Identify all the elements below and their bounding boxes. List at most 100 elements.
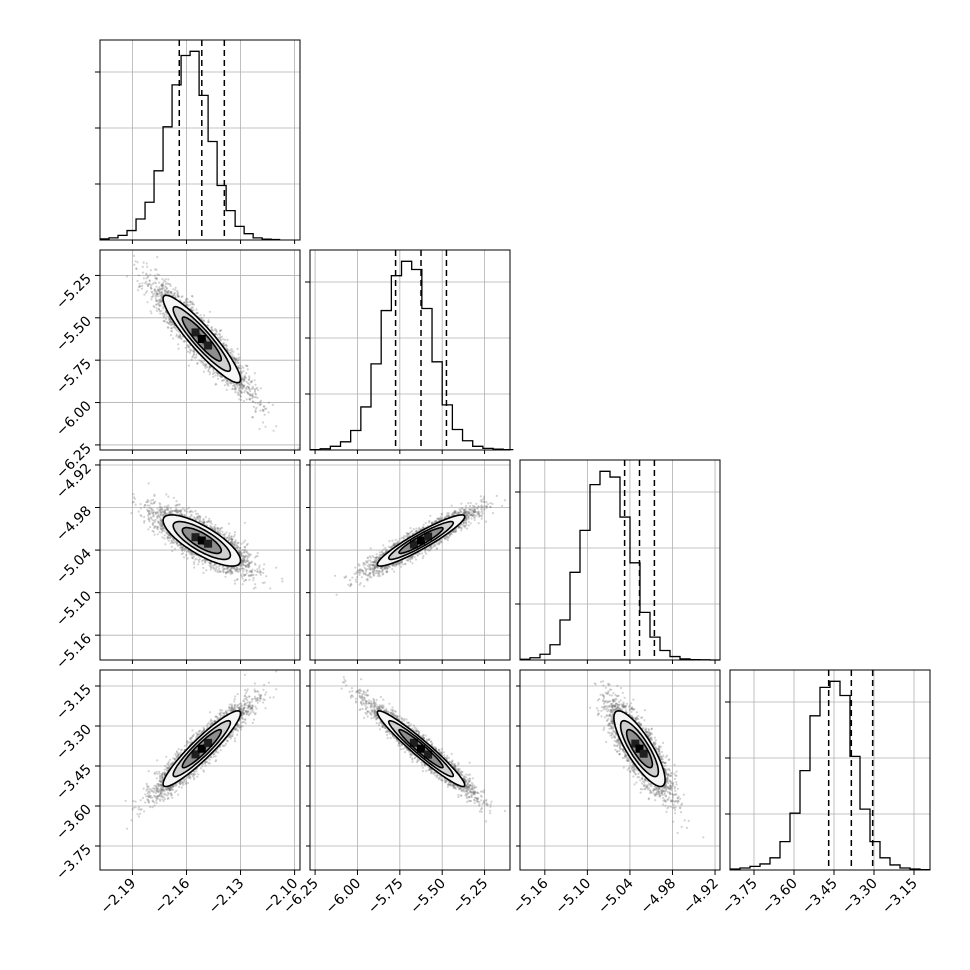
scatter-point: [237, 549, 240, 552]
scatter-point: [250, 387, 253, 390]
scatter-point: [204, 366, 207, 370]
scatter-point: [365, 570, 368, 573]
scatter-point: [371, 567, 374, 571]
scatter-point: [232, 350, 235, 353]
scatter-point: [179, 781, 182, 784]
scatter-point: [170, 290, 173, 293]
scatter-point: [214, 332, 217, 336]
scatter-point: [258, 400, 261, 403]
scatter-point: [157, 795, 160, 798]
scatter-point: [169, 786, 172, 789]
scatter-point: [247, 378, 250, 381]
scatter-point: [212, 375, 215, 378]
scatter-point: [182, 548, 185, 551]
scatter-point: [203, 521, 206, 524]
scatter-point: [229, 566, 232, 569]
scatter-point: [215, 750, 218, 754]
scatter-point: [251, 400, 254, 403]
scatter-point: [179, 544, 182, 547]
scatter-point: [236, 733, 239, 736]
scatter-point: [421, 766, 424, 769]
scatter-point: [465, 517, 468, 520]
scatter-point: [227, 539, 231, 542]
scatter-point: [464, 507, 468, 510]
scatter-point: [366, 700, 369, 703]
scatter-point: [463, 790, 466, 793]
scatter-point: [212, 564, 215, 567]
scatter-point: [131, 808, 134, 811]
scatter-point: [153, 804, 156, 807]
scatter-point: [210, 329, 213, 332]
scatter-point: [154, 511, 158, 514]
scatter-point: [467, 511, 470, 514]
scatter-point: [256, 396, 259, 399]
scatter-point: [429, 767, 432, 770]
scatter-point: [483, 789, 486, 792]
scatter-point: [152, 498, 155, 501]
scatter-point: [230, 540, 233, 543]
scatter-point: [463, 508, 466, 511]
scatter-point: [456, 511, 459, 514]
scatter-point: [397, 563, 400, 566]
scatter-point: [395, 739, 398, 742]
scatter-point: [377, 572, 380, 575]
density-core-cell: [409, 738, 418, 747]
scatter-point: [158, 783, 161, 787]
scatter-point: [181, 548, 184, 551]
scatter-point: [160, 774, 164, 777]
scatter-point: [247, 385, 250, 388]
scatter-point: [168, 320, 172, 323]
scatter-point: [458, 526, 461, 529]
scatter-point: [470, 794, 473, 797]
scatter-point: [446, 754, 449, 758]
scatter-point: [145, 795, 148, 798]
scatter-point: [170, 545, 173, 548]
scatter-point: [193, 516, 196, 519]
scatter-point: [447, 515, 450, 518]
scatter-point: [408, 724, 411, 727]
scatter-point: [251, 568, 254, 571]
scatter-point: [256, 570, 259, 573]
scatter-point: [258, 427, 261, 431]
scatter-point: [177, 544, 180, 547]
scatter-point: [241, 567, 244, 570]
scatter-point: [158, 523, 162, 527]
scatter-point: [384, 567, 387, 570]
scatter-point: [384, 709, 388, 713]
scatter-point: [205, 363, 208, 366]
scatter-point: [258, 696, 261, 700]
scatter-point: [467, 507, 470, 510]
scatter-point: [370, 709, 373, 712]
scatter-point: [409, 753, 412, 756]
scatter-point: [228, 349, 231, 352]
scatter-point: [470, 787, 473, 790]
scatter-point: [248, 561, 251, 564]
scatter-point: [385, 707, 388, 711]
scatter-point: [447, 536, 450, 539]
scatter-point: [418, 730, 421, 733]
scatter-point: [472, 791, 475, 794]
scatter-point: [244, 389, 247, 392]
scatter-point: [189, 307, 192, 310]
scatter-point: [239, 385, 242, 389]
scatter-point: [227, 569, 230, 572]
panel-frame: [309, 249, 511, 451]
scatter-point: [240, 386, 243, 389]
scatter-point: [476, 791, 479, 794]
scatter-point: [180, 547, 183, 550]
scatter-point: [152, 293, 155, 296]
scatter-point: [160, 525, 164, 528]
scatter-point: [207, 320, 210, 324]
scatter-point: [158, 288, 161, 291]
scatter-point: [224, 571, 228, 574]
scatter-point: [166, 505, 169, 508]
scatter-point: [196, 516, 199, 519]
scatter-point: [483, 508, 486, 511]
scatter-point: [228, 706, 231, 709]
scatter-point: [248, 704, 251, 707]
scatter-point: [251, 387, 254, 390]
scatter-point: [249, 390, 252, 393]
scatter-point: [152, 305, 155, 308]
scatter-point: [249, 570, 252, 573]
scatter-point: [183, 514, 186, 517]
